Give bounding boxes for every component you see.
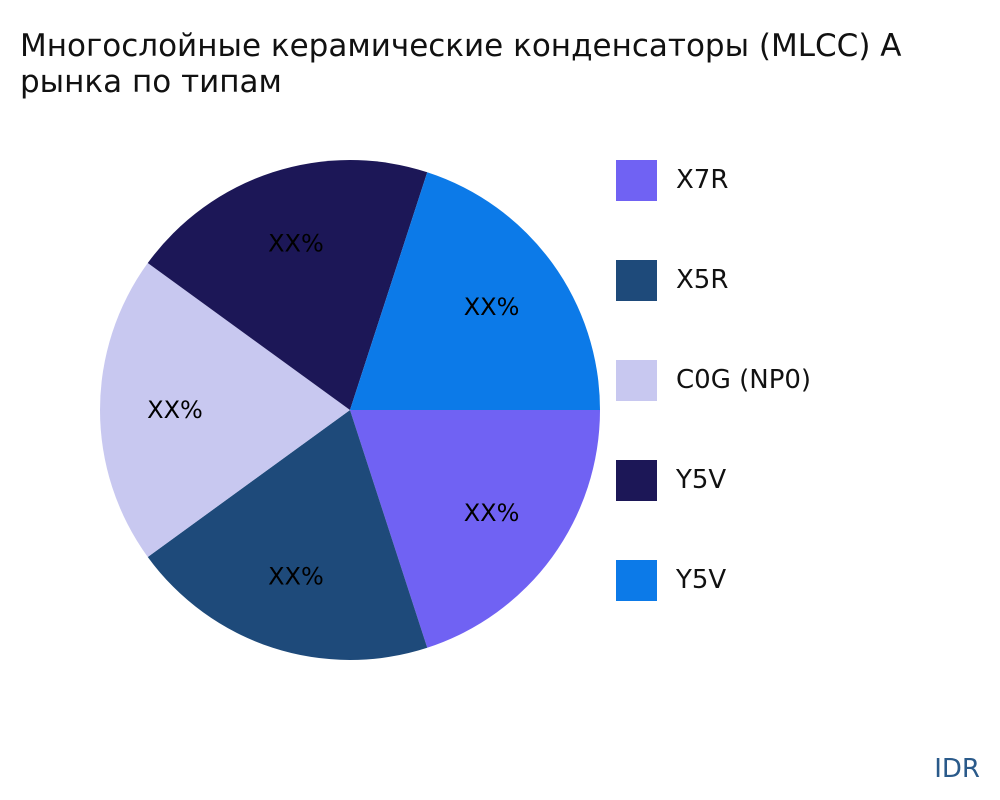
legend-swatch-x7r (616, 160, 657, 201)
pie-slice-2[interactable] (100, 263, 350, 557)
legend-swatch-c0g (616, 360, 657, 401)
legend-label-x7r: X7R (676, 165, 729, 195)
pie-slice-4[interactable] (350, 172, 600, 410)
legend-label-y5v-blue: Y5V (676, 565, 727, 595)
legend-swatch-y5v-blue (616, 560, 657, 601)
pie-slice-0[interactable] (350, 410, 600, 648)
pie-slice-label-3: XX% (268, 230, 324, 258)
chart-title-line-2: рынка по типам (20, 64, 282, 100)
pie-slice-label-0: XX% (464, 499, 520, 527)
chart-title-line-1: Многослойные керамические конденсаторы (… (20, 28, 902, 64)
pie-slice-3[interactable] (147, 160, 428, 410)
legend-label-y5v-dark: Y5V (676, 465, 727, 495)
legend-label-x5r: X5R (676, 265, 729, 295)
brand-logo-text: IDR (934, 754, 980, 784)
chart-title: Многослойные керамические конденсаторы (… (20, 28, 1000, 100)
pie-slice-1[interactable] (147, 410, 428, 660)
pie-slice-label-1: XX% (268, 562, 324, 590)
legend-swatch-x5r (616, 260, 657, 301)
legend-label-c0g: C0G (NP0) (676, 365, 812, 395)
legend-swatch-y5v-dark (616, 460, 657, 501)
pie-slice-label-2: XX% (147, 396, 203, 424)
pie-slice-label-4: XX% (464, 293, 520, 321)
